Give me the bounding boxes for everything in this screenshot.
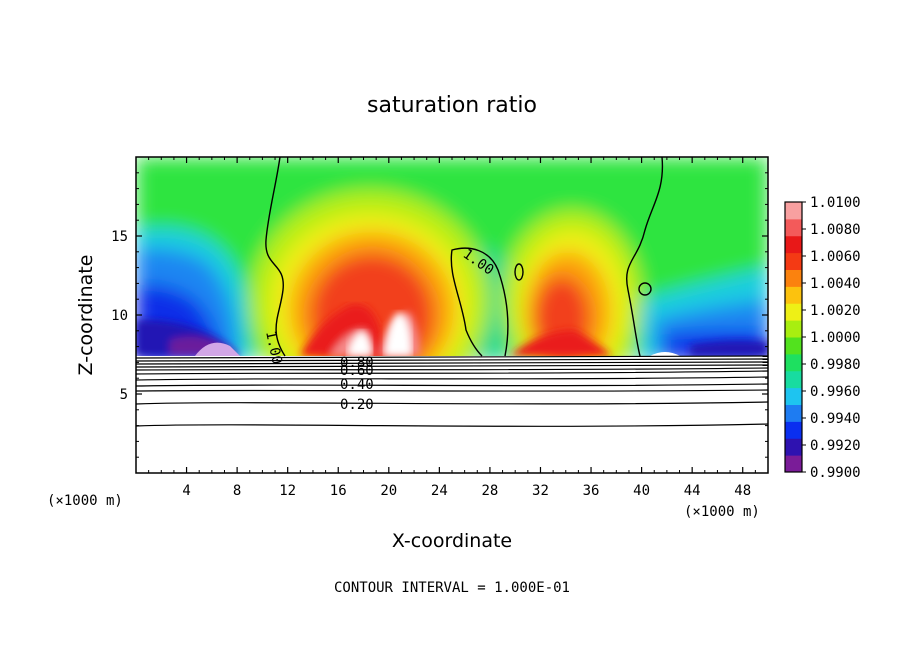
y-axis-label: Z-coordinate: [75, 255, 97, 376]
y-axis-ticks: 5 10 15: [111, 172, 768, 458]
contour-lines-lower: [136, 355, 768, 427]
saturation-field: [136, 157, 768, 356]
contour-label-1: 1.00: [262, 330, 285, 366]
contour-label-060: 0.60: [340, 363, 374, 379]
contour-label-040: 0.40: [340, 377, 374, 393]
x-tick-label: 4: [182, 483, 190, 499]
y-tick-label: 5: [120, 387, 128, 403]
colorbar-segment: [785, 438, 802, 456]
x-tick-label: 32: [532, 483, 549, 499]
x-tick-label: 12: [279, 483, 296, 499]
colorbar: [784, 201, 803, 473]
colorbar-tick-label: 1.0060: [810, 249, 861, 265]
chart-title: saturation ratio: [367, 93, 537, 118]
x-tick-label: 40: [633, 483, 650, 499]
x-tick-label: 48: [734, 483, 751, 499]
colorbar-segment: [785, 202, 802, 220]
x-tick-label: 36: [583, 483, 600, 499]
contour-label-080: 0.80: [340, 355, 374, 371]
colorbar-segment: [785, 235, 802, 254]
colorbar-segment: [785, 269, 802, 287]
contour-lines-upper: [265, 157, 664, 357]
x-axis-ticks: 4 8 12 16 20 24 28 32 36 40 44 48: [148, 157, 756, 499]
x-axis-label: X-coordinate: [392, 530, 512, 552]
colorbar-tick-label: 0.9900: [810, 465, 861, 481]
colorbar-tick-label: 0.9980: [810, 357, 861, 373]
colorbar-segment: [785, 404, 802, 422]
x-tick-label: 8: [233, 483, 241, 499]
colorbar-segment: [785, 252, 802, 270]
colorbar-tick-label: 1.0020: [810, 303, 861, 319]
contour-labels-lower: 0.80 0.60 0.40 0.20: [340, 355, 374, 413]
contour-label-020: 0.20: [340, 397, 374, 413]
colorbar-segment: [785, 320, 802, 338]
colorbar-tick-label: 1.0000: [810, 330, 861, 346]
colorbar-tick-label: 0.9940: [810, 411, 861, 427]
colorbar-segment: [785, 455, 802, 473]
x-tick-label: 20: [380, 483, 397, 499]
colorbar-labels: 1.0100 1.0080 1.0060 1.0040 1.0020 1.0000 0.99…: [802, 195, 861, 481]
x-unit-left: (×1000 m): [47, 493, 123, 509]
x-unit-right: (×1000 m): [684, 504, 760, 520]
y-tick-label: 10: [111, 308, 128, 324]
colorbar-tick-label: 1.0100: [810, 195, 861, 211]
colorbar-tick-label: 1.0080: [810, 222, 861, 238]
colorbar-segment: [785, 218, 802, 237]
colorbar-segment: [785, 337, 802, 355]
x-tick-label: 16: [330, 483, 347, 499]
colorbar-tick-label: 0.9960: [810, 384, 861, 400]
x-tick-label: 24: [431, 483, 448, 499]
colorbar-tick-label: 0.9920: [810, 438, 861, 454]
colorbar-segment: [785, 370, 802, 389]
x-tick-label: 28: [481, 483, 498, 499]
colorbar-segment: [785, 286, 802, 304]
y-tick-label: 15: [111, 229, 128, 245]
colorbar-segment: [785, 353, 802, 372]
colorbar-segment: [785, 387, 802, 405]
contour-interval-note: CONTOUR INTERVAL = 1.000E-01: [334, 580, 570, 596]
colorbar-segment: [785, 421, 802, 439]
colorbar-segment: [785, 303, 802, 321]
x-tick-label: 44: [684, 483, 701, 499]
colorbar-tick-label: 1.0040: [810, 276, 861, 292]
